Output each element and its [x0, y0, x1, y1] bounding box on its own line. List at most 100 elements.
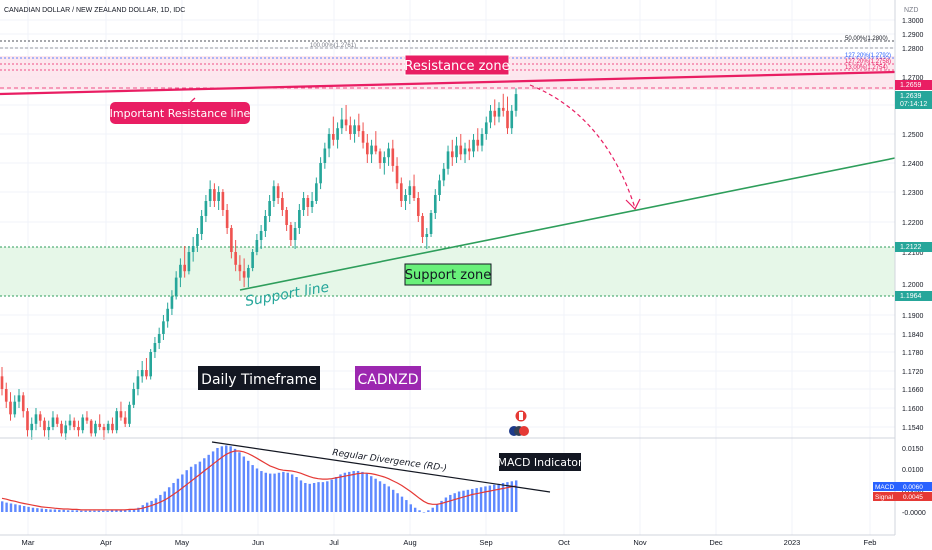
candle-body[interactable]	[340, 119, 344, 129]
candle-body[interactable]	[166, 308, 169, 322]
candle-body[interactable]	[484, 122, 488, 134]
candle-body[interactable]	[332, 134, 335, 140]
candle-body[interactable]	[285, 210, 288, 225]
candle-body[interactable]	[433, 195, 437, 213]
candle-body[interactable]	[0, 376, 4, 389]
candle-body[interactable]	[510, 110, 514, 129]
candle-body[interactable]	[366, 142, 369, 155]
candle-body[interactable]	[174, 277, 178, 297]
candle-body[interactable]	[463, 148, 467, 155]
candle-body[interactable]	[106, 423, 110, 431]
candle-body[interactable]	[327, 134, 331, 149]
candle-body[interactable]	[149, 352, 152, 377]
candle-body[interactable]	[217, 192, 220, 201]
candle-body[interactable]	[276, 186, 280, 198]
candle-body[interactable]	[55, 417, 59, 424]
economic-events-icon[interactable]	[509, 426, 529, 436]
candle-body[interactable]	[213, 189, 216, 201]
candle-body[interactable]	[306, 198, 310, 207]
candle-body[interactable]	[200, 216, 203, 234]
candle-body[interactable]	[438, 180, 441, 195]
candle-body[interactable]	[94, 423, 97, 434]
candle-body[interactable]	[293, 228, 297, 240]
candle-body[interactable]	[319, 163, 322, 184]
candle-body[interactable]	[72, 420, 76, 427]
candle-body[interactable]	[196, 234, 199, 246]
candle-body[interactable]	[102, 427, 106, 431]
candle-body[interactable]	[77, 427, 80, 431]
candle-body[interactable]	[13, 401, 17, 415]
candle-body[interactable]	[26, 411, 29, 431]
candle-body[interactable]	[442, 168, 446, 181]
candle-body[interactable]	[302, 198, 305, 210]
candle-body[interactable]	[382, 157, 386, 163]
candle-body[interactable]	[21, 395, 25, 412]
candle-body[interactable]	[455, 145, 458, 158]
candle-body[interactable]	[153, 343, 157, 352]
candle-body[interactable]	[247, 268, 250, 278]
candle-body[interactable]	[489, 110, 492, 123]
candle-body[interactable]	[408, 186, 412, 195]
candle-body[interactable]	[446, 151, 450, 169]
canada-flag-event-icon[interactable]	[515, 410, 527, 422]
candle-body[interactable]	[128, 404, 131, 424]
candle-body[interactable]	[421, 216, 424, 237]
candle-body[interactable]	[34, 414, 38, 424]
candle-body[interactable]	[162, 321, 165, 334]
candle-body[interactable]	[221, 192, 225, 210]
candle-body[interactable]	[395, 165, 399, 184]
candle-body[interactable]	[514, 94, 518, 111]
candle-body[interactable]	[391, 148, 395, 166]
candle-body[interactable]	[374, 145, 378, 152]
candle-body[interactable]	[170, 296, 174, 309]
candle-body[interactable]	[191, 246, 195, 252]
candle-body[interactable]	[47, 427, 51, 431]
candle-body[interactable]	[60, 423, 63, 434]
candle-body[interactable]	[38, 414, 42, 421]
candle-body[interactable]	[370, 145, 373, 155]
candle-body[interactable]	[387, 148, 390, 158]
candle-body[interactable]	[17, 395, 21, 402]
candle-body[interactable]	[310, 201, 314, 207]
candle-body[interactable]	[204, 201, 208, 216]
candle-body[interactable]	[242, 271, 246, 278]
candle-body[interactable]	[480, 134, 484, 146]
candle-body[interactable]	[289, 225, 293, 240]
candle-body[interactable]	[255, 240, 259, 252]
candle-body[interactable]	[51, 417, 55, 428]
candle-body[interactable]	[43, 420, 46, 431]
candle-body[interactable]	[353, 125, 356, 134]
candle-body[interactable]	[208, 189, 212, 201]
candle-body[interactable]	[98, 423, 102, 427]
candle-body[interactable]	[281, 198, 284, 210]
candle-body[interactable]	[472, 139, 475, 152]
candle-body[interactable]	[89, 420, 93, 434]
candle-body[interactable]	[119, 411, 123, 418]
candle-body[interactable]	[132, 389, 136, 405]
candle-body[interactable]	[64, 425, 68, 434]
candle-body[interactable]	[298, 210, 301, 228]
candle-body[interactable]	[30, 423, 34, 431]
candle-body[interactable]	[225, 210, 229, 228]
candle-body[interactable]	[412, 186, 416, 198]
candle-body[interactable]	[234, 252, 237, 265]
candle-body[interactable]	[238, 264, 242, 272]
candle-body[interactable]	[230, 228, 233, 252]
candle-body[interactable]	[425, 234, 429, 237]
candle-body[interactable]	[506, 110, 509, 129]
candle-body[interactable]	[416, 198, 420, 216]
candle-body[interactable]	[4, 389, 8, 402]
candle-body[interactable]	[378, 151, 382, 163]
candle-body[interactable]	[251, 252, 254, 268]
candle-body[interactable]	[268, 201, 271, 216]
candle-body[interactable]	[399, 183, 403, 201]
candle-body[interactable]	[501, 107, 505, 111]
candle-body[interactable]	[336, 128, 339, 140]
candle-body[interactable]	[450, 151, 454, 158]
candle-body[interactable]	[459, 145, 463, 155]
candle-body[interactable]	[179, 264, 182, 278]
candle-body[interactable]	[68, 420, 72, 426]
candle-body[interactable]	[476, 139, 480, 146]
candle-body[interactable]	[467, 148, 471, 152]
